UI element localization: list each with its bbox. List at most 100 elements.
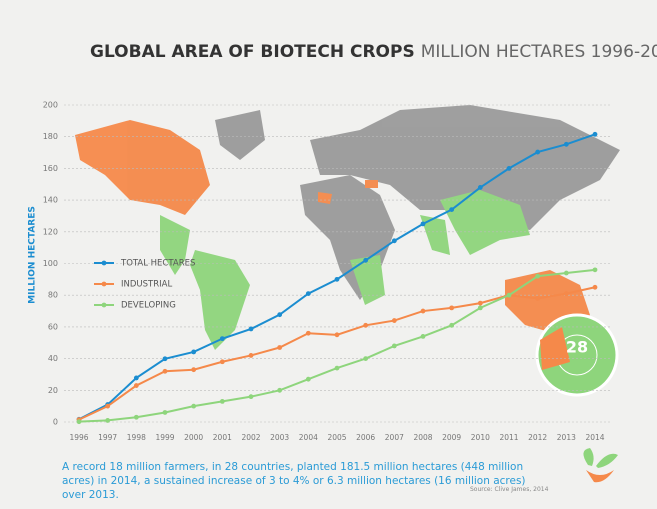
- point: [219, 336, 225, 342]
- point: [277, 345, 283, 350]
- legend-dot: [101, 260, 107, 266]
- legend-label: INDUSTRIAL: [121, 280, 172, 290]
- point: [592, 284, 598, 290]
- y-axis-label: MILLION HECTARES: [28, 206, 38, 304]
- footnote: A record 18 million farmers, in 28 count…: [62, 461, 526, 501]
- point: [420, 308, 426, 314]
- point: [334, 365, 340, 371]
- x-tick-label: 1999: [155, 433, 174, 442]
- point: [477, 300, 483, 306]
- point: [248, 326, 254, 332]
- x-tick-label: 1997: [98, 433, 117, 442]
- source: Source: Clive James, 2014: [470, 486, 549, 493]
- x-tick-label: 2010: [471, 433, 490, 442]
- point: [363, 257, 369, 263]
- chart-title: GLOBAL AREA OF BIOTECH CROPS MILLION HECT…: [90, 42, 657, 62]
- point: [592, 131, 598, 137]
- x-tick-label: 2009: [442, 433, 461, 442]
- point: [391, 343, 397, 349]
- point: [334, 276, 340, 282]
- x-tick-label: 2012: [528, 433, 547, 442]
- point: [76, 419, 82, 425]
- point: [191, 349, 197, 355]
- x-tick-label: 2000: [184, 433, 203, 442]
- x-tick-label: 2003: [270, 433, 289, 442]
- x-tick-label: 1996: [69, 433, 88, 442]
- point: [563, 291, 569, 297]
- y-tick-label: 180: [43, 132, 58, 141]
- point: [535, 295, 541, 301]
- point: [420, 221, 426, 227]
- point: [133, 383, 139, 388]
- logo: [583, 448, 618, 483]
- legend-dot: [101, 302, 107, 308]
- point: [248, 394, 254, 400]
- x-tick-label: 1998: [127, 433, 146, 442]
- point: [162, 410, 168, 415]
- point: [334, 332, 340, 338]
- point: [105, 403, 111, 409]
- point: [133, 375, 139, 381]
- point: [191, 403, 197, 409]
- point: [277, 387, 283, 393]
- point: [477, 185, 483, 190]
- point: [563, 141, 569, 147]
- point: [506, 166, 512, 171]
- point: [105, 418, 111, 423]
- x-tick-label: 2008: [413, 433, 432, 442]
- point: [449, 207, 455, 213]
- x-tick-label: 2005: [327, 433, 346, 442]
- y-tick-label: 0: [53, 418, 58, 427]
- point: [391, 238, 397, 244]
- point: [305, 330, 311, 336]
- x-tick-label: 2014: [585, 433, 604, 442]
- x-tick-label: 2006: [356, 433, 375, 442]
- point: [305, 376, 311, 382]
- point: [248, 353, 254, 358]
- badge: [535, 313, 619, 397]
- x-tick-label: 2013: [557, 433, 576, 442]
- legend-label: TOTAL HECTARES: [120, 259, 195, 269]
- point: [391, 318, 397, 323]
- x-tick-label: 2004: [299, 433, 318, 442]
- point: [162, 356, 168, 362]
- point: [363, 356, 369, 361]
- x-tick-label: 2011: [499, 433, 518, 442]
- point: [363, 322, 369, 328]
- x-tick-label: 2002: [241, 433, 260, 442]
- subtitle: MILLION HECTARES 1996-2014: [421, 42, 657, 62]
- point: [449, 322, 455, 328]
- y-tick-label: 200: [43, 101, 58, 110]
- point: [162, 368, 168, 374]
- x-tick-label: 2001: [213, 433, 232, 442]
- point: [191, 367, 197, 373]
- point: [449, 305, 455, 311]
- point: [477, 305, 483, 311]
- annotation: 28: [566, 338, 588, 357]
- legend-label: DEVELOPING: [121, 301, 176, 311]
- world-map: [75, 105, 620, 350]
- point: [506, 292, 512, 298]
- point: [277, 312, 283, 318]
- y-tick-label: 20: [48, 386, 58, 395]
- point: [563, 270, 569, 276]
- point: [535, 273, 541, 279]
- point: [219, 398, 225, 404]
- x-tick-label: 2007: [385, 433, 404, 442]
- y-tick-label: 100: [43, 259, 58, 268]
- title-main: GLOBAL AREA OF BIOTECH CROPS: [90, 42, 415, 62]
- y-tick-label: 140: [43, 196, 58, 205]
- point: [535, 149, 541, 155]
- y-tick-label: 80: [48, 291, 58, 300]
- point: [133, 414, 139, 420]
- point: [305, 291, 311, 297]
- y-tick-label: 60: [48, 322, 58, 331]
- y-tick-label: 120: [43, 227, 58, 236]
- y-tick-label: 40: [48, 354, 58, 363]
- point: [219, 359, 225, 365]
- legend-dot: [101, 281, 107, 287]
- point: [592, 267, 598, 273]
- y-tick-label: 160: [43, 164, 58, 173]
